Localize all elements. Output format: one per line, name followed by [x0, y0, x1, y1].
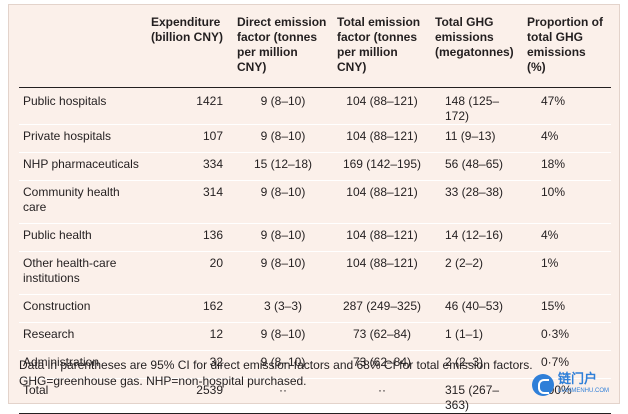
cell-category: Private hospitals — [19, 124, 147, 153]
cell-category: NHP pharmaceuticals — [19, 152, 147, 181]
cell-category: Other health-care institutions — [19, 251, 147, 295]
cell-ghg: 14 (12–16) — [431, 223, 523, 252]
cell-category: Community health care — [19, 180, 147, 224]
emissions-table: Expenditure (billion CNY) Direct emissio… — [19, 13, 611, 414]
cell-direct-factor: 9 (8–10) — [233, 223, 333, 252]
cell-proportion: 0·3% — [523, 322, 611, 351]
cell-total-factor: 73 (62–84) — [333, 350, 431, 379]
header-expenditure: Expenditure (billion CNY) — [151, 15, 223, 44]
cell-proportion: 4% — [523, 124, 611, 153]
cell-expenditure: 20 — [147, 251, 233, 295]
cell-expenditure: 334 — [147, 152, 233, 181]
cell-ghg: 2 (2–3) — [431, 350, 523, 379]
table-row: Construction 162 3 (3–3) 287 (249–325) 4… — [19, 294, 611, 323]
cell-proportion: 18% — [523, 152, 611, 181]
cell-ghg: 46 (40–53) — [431, 294, 523, 323]
cell-total-factor: 104 (88–121) — [333, 223, 431, 252]
cell-ghg: 1 (1–1) — [431, 322, 523, 351]
table-row-total: Total 2539 ·· ·· 315 (267–363) 100% — [19, 378, 611, 414]
header-total-emission-factor: Total emission factor (tonnes per millio… — [337, 15, 421, 74]
cell-expenditure: 32 — [147, 350, 233, 379]
cell-category: Construction — [19, 294, 147, 323]
table-row: Other health-care institutions 20 9 (8–1… — [19, 251, 611, 295]
watermark: 链门户 LIANMENHU.COM — [531, 371, 609, 397]
table-row: Community health care 314 9 (8–10) 104 (… — [19, 180, 611, 224]
cell-expenditure: 314 — [147, 180, 233, 224]
table-footnote: Data in parentheses are 95% CI for direc… — [19, 358, 533, 388]
table-row: NHP pharmaceuticals 334 15 (12–18) 169 (… — [19, 152, 611, 181]
table-row: Public health 136 9 (8–10) 104 (88–121) … — [19, 223, 611, 252]
header-total-ghg-emissions: Total GHG emissions (megatonnes) — [435, 15, 514, 59]
cell-direct-factor: 9 (8–10) — [233, 124, 333, 153]
table-header-row: Expenditure (billion CNY) Direct emissio… — [19, 13, 611, 87]
cell-total-factor: 169 (142–195) — [333, 152, 431, 181]
cell-proportion: 0·7% — [523, 350, 611, 379]
watermark-sub: LIANMENHU.COM — [557, 388, 609, 394]
cell-expenditure: 1421 — [147, 87, 233, 125]
table-row: Public hospitals 1421 9 (8–10) 104 (88–1… — [19, 87, 611, 125]
logo-icon — [531, 374, 554, 396]
cell-direct-factor: 3 (3–3) — [233, 294, 333, 323]
watermark-text: 链门户 LIANMENHU.COM — [557, 371, 609, 397]
watermark-main: 链门户 — [557, 371, 597, 386]
header-direct-emission-factor: Direct emission factor (tonnes per milli… — [237, 15, 327, 74]
cell-total-factor: 287 (249–325) — [333, 294, 431, 323]
cell-expenditure: 2539 — [147, 378, 233, 414]
cell-total-factor: 104 (88–121) — [333, 251, 431, 295]
cell-expenditure: 12 — [147, 322, 233, 351]
cell-total-factor: 104 (88–121) — [333, 180, 431, 224]
table-row: Research 12 9 (8–10) 73 (62–84) 1 (1–1) … — [19, 322, 611, 351]
cell-direct-factor: 9 (8–10) — [233, 180, 333, 224]
cell-proportion: 15% — [523, 294, 611, 323]
cell-direct-factor: 9 (8–10) — [233, 350, 333, 379]
cell-category: Research — [19, 322, 147, 351]
cell-category: Administration — [19, 350, 147, 379]
cell-ghg: 2 (2–2) — [431, 251, 523, 295]
table-row: Private hospitals 107 9 (8–10) 104 (88–1… — [19, 124, 611, 153]
header-proportion: Proportion of total GHG emissions (%) — [527, 15, 603, 74]
cell-proportion: 47% — [523, 87, 611, 125]
table-panel: Expenditure (billion CNY) Direct emissio… — [8, 4, 620, 414]
cell-proportion: 4% — [523, 223, 611, 252]
cell-category: Public hospitals — [19, 87, 147, 125]
cell-ghg: 11 (9–13) — [431, 124, 523, 153]
cell-total-factor: 104 (88–121) — [333, 124, 431, 153]
header-category — [19, 13, 147, 87]
cell-direct-factor: 9 (8–10) — [233, 322, 333, 351]
cell-proportion: 1% — [523, 251, 611, 295]
cell-category: Public health — [19, 223, 147, 252]
cell-expenditure: 162 — [147, 294, 233, 323]
table-row: Administration 32 9 (8–10) 73 (62–84) 2 … — [19, 350, 611, 379]
cell-expenditure: 107 — [147, 124, 233, 153]
cell-ghg: 148 (125–172) — [431, 87, 523, 125]
cell-direct-factor: 9 (8–10) — [233, 251, 333, 295]
cell-expenditure: 136 — [147, 223, 233, 252]
cell-ghg: 56 (48–65) — [431, 152, 523, 181]
cell-total-factor: 104 (88–121) — [333, 87, 431, 125]
cell-ghg: 33 (28–38) — [431, 180, 523, 224]
cell-proportion: 10% — [523, 180, 611, 224]
cell-direct-factor: 15 (12–18) — [233, 152, 333, 181]
cell-direct-factor: 9 (8–10) — [233, 87, 333, 125]
cell-total-factor: 73 (62–84) — [333, 322, 431, 351]
